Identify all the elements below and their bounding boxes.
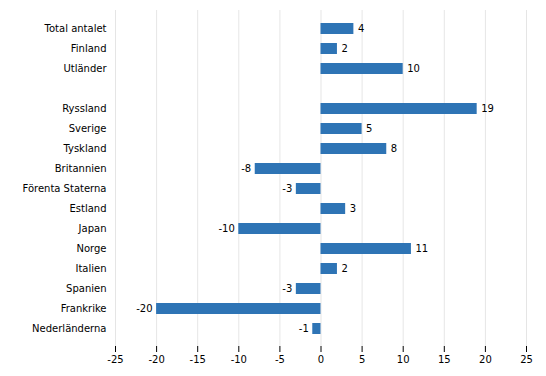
svg-text:Ryssland: Ryssland (62, 103, 106, 114)
svg-text:-10: -10 (218, 223, 234, 234)
svg-text:-20: -20 (148, 354, 164, 365)
svg-text:-8: -8 (241, 163, 251, 174)
svg-text:Britannien: Britannien (55, 163, 107, 174)
svg-text:4: 4 (358, 23, 364, 34)
svg-text:-10: -10 (231, 354, 247, 365)
svg-text:20: 20 (479, 354, 492, 365)
svg-text:15: 15 (438, 354, 451, 365)
svg-text:-3: -3 (282, 183, 292, 194)
svg-text:25: 25 (520, 354, 533, 365)
svg-text:-3: -3 (282, 283, 292, 294)
svg-text:2: 2 (341, 263, 347, 274)
svg-text:Japan: Japan (78, 223, 107, 234)
svg-text:10: 10 (407, 63, 420, 74)
svg-text:5: 5 (359, 354, 365, 365)
svg-text:Spanien: Spanien (66, 283, 106, 294)
svg-text:Italien: Italien (75, 263, 106, 274)
svg-text:Sverige: Sverige (69, 123, 107, 134)
svg-text:Frankrike: Frankrike (61, 303, 107, 314)
svg-text:Nederländerna: Nederländerna (32, 323, 106, 334)
svg-text:Estland: Estland (69, 203, 106, 214)
svg-text:-5: -5 (275, 354, 285, 365)
svg-text:Förenta Staterna: Förenta Staterna (23, 183, 107, 194)
svg-text:Total antalet: Total antalet (44, 23, 107, 34)
svg-text:-25: -25 (107, 354, 123, 365)
svg-text:3: 3 (350, 203, 356, 214)
svg-text:-20: -20 (136, 303, 152, 314)
svg-text:2: 2 (341, 43, 347, 54)
svg-text:Tyskland: Tyskland (62, 143, 106, 154)
svg-text:8: 8 (391, 143, 397, 154)
svg-text:11: 11 (415, 243, 428, 254)
svg-text:-1: -1 (299, 323, 309, 334)
svg-text:-15: -15 (190, 354, 206, 365)
svg-text:Utländer: Utländer (63, 63, 107, 74)
svg-text:Finland: Finland (71, 43, 107, 54)
svg-text:Norge: Norge (76, 243, 106, 254)
svg-text:5: 5 (366, 123, 372, 134)
svg-text:0: 0 (318, 354, 324, 365)
svg-text:10: 10 (397, 354, 410, 365)
svg-text:19: 19 (481, 103, 494, 114)
